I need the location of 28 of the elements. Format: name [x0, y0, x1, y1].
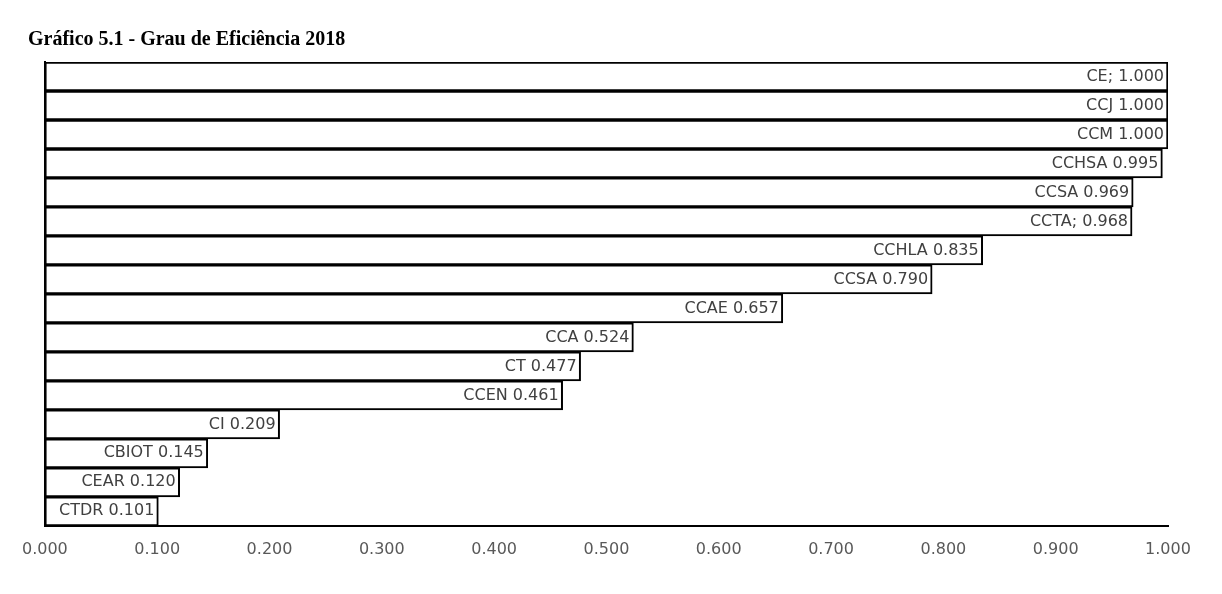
data-label: CE; 1.000 [1086, 65, 1164, 85]
x-tick-label: 0.200 [246, 538, 293, 558]
data-label: CCHLA 0.835 [873, 239, 979, 259]
data-label: CTDR 0.101 [59, 500, 155, 520]
data-label: CBIOT 0.145 [103, 442, 204, 462]
data-label: CCTA; 0.968 [1029, 210, 1129, 230]
x-tick-label: 0.800 [920, 538, 967, 558]
data-label: CCSA 0.969 [1034, 181, 1130, 201]
x-tick-label: 0.500 [583, 538, 630, 558]
data-label: CCJ 1.000 [1086, 94, 1164, 114]
data-label: CCA 0.524 [545, 326, 630, 346]
x-tick-label: 0.400 [471, 538, 518, 558]
data-label: CCM 1.000 [1076, 123, 1164, 143]
data-label: CCSA 0.790 [833, 268, 929, 288]
data-label: CCHSA 0.995 [1051, 152, 1159, 172]
x-tick-label: 1.000 [1145, 538, 1191, 558]
x-tick-label: 0.600 [695, 538, 742, 558]
x-tick-label: 0.700 [808, 538, 854, 558]
data-label: CI 0.209 [208, 413, 276, 433]
data-label: CT 0.477 [504, 355, 577, 375]
x-tick-label: 0.300 [358, 538, 405, 558]
data-label: CCAE 0.657 [684, 297, 779, 317]
x-tick-label: 0.100 [134, 538, 181, 558]
x-tick-label: 0.000 [22, 538, 68, 558]
x-tick-label: 0.900 [1032, 538, 1079, 558]
data-label: CEAR 0.120 [81, 471, 176, 491]
data-label: CCEN 0.461 [463, 384, 559, 404]
chart-title: Gráfico 5.1 - Grau de Eficiência 2018 [28, 27, 346, 50]
